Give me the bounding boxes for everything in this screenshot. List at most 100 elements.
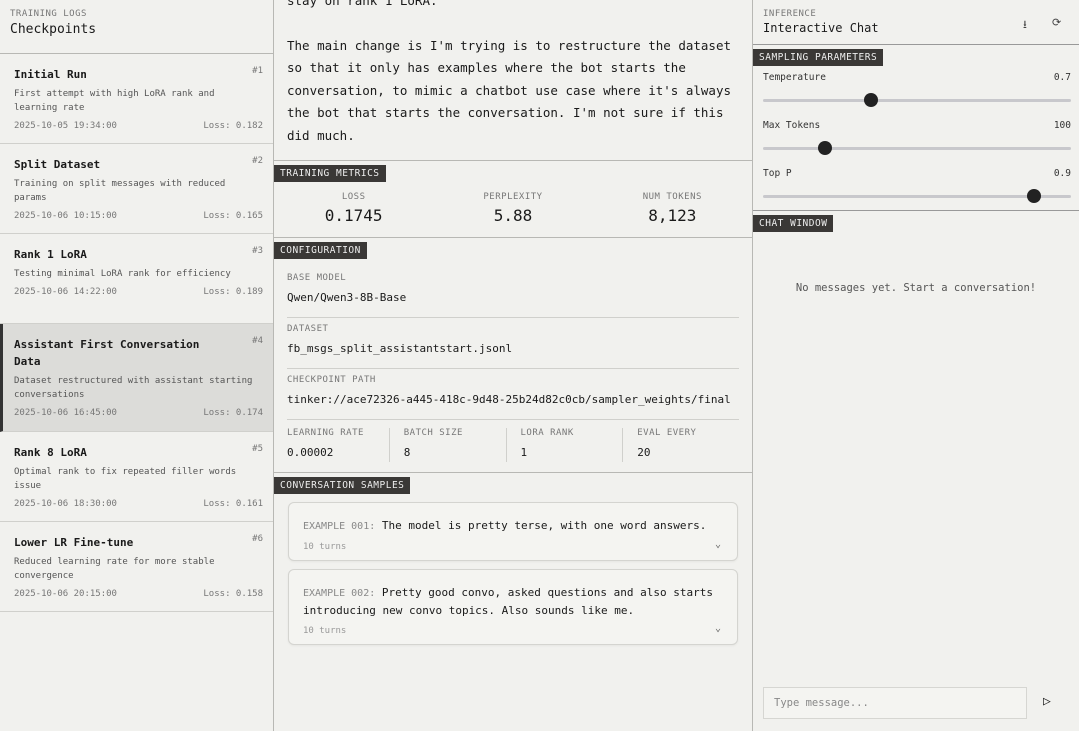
param-value: 8 [403, 446, 411, 459]
slider-label: Max Tokens [763, 120, 821, 131]
metric-label: LOSS [341, 192, 366, 202]
base-model-value: Qwen/Qwen3-8B-Base [287, 291, 407, 304]
param-value: 20 [637, 446, 651, 459]
checkpoint-number: #3 [252, 246, 263, 256]
send-icon[interactable]: ▷ [1043, 694, 1051, 709]
checkpoint-loss: Loss: 0.174 [203, 408, 263, 418]
checkpoint-number: #1 [252, 66, 263, 76]
notes-paragraph: The main change is I'm trying is to rest… [287, 37, 732, 143]
checkpoints-panel: TRAINING LOGS Checkpoints Initial Run #1… [0, 0, 274, 731]
param-eval-every: EVAL EVERY 20 [622, 428, 739, 462]
checkpoint-number: #2 [252, 156, 263, 166]
checkpoint-item[interactable]: Rank 1 LoRA #3 Testing minimal LoRA rank… [0, 234, 273, 324]
slider-value: 100 [1053, 120, 1071, 131]
section-eyebrow: TRAINING LOGS [10, 9, 87, 19]
field-label: DATASET [287, 324, 329, 334]
checkpoint-date: 2025-10-06 20:15:00 [14, 589, 117, 599]
checkpoint-name: Initial Run [14, 68, 87, 81]
notes-paragraph: stay on rank 1 LoRA. [287, 0, 438, 8]
section-tag: CHAT WINDOW [753, 215, 834, 232]
checkpoint-date: 2025-10-06 14:22:00 [14, 287, 117, 297]
checkpoint-date: 2025-10-05 19:34:00 [14, 121, 117, 131]
param-learning-rate: LEARNING RATE 0.00002 [287, 428, 389, 462]
checkpoint-description: Dataset restructured with assistant star… [14, 376, 253, 400]
checkpoint-loss: Loss: 0.158 [203, 589, 263, 599]
checkpoint-description: Testing minimal LoRA rank for efficiency [14, 269, 231, 279]
slider-track[interactable] [763, 93, 1071, 107]
checkpoint-description: First attempt with high LoRA rank and le… [14, 89, 215, 113]
slider-temperature[interactable]: Temperature 0.7 [753, 66, 1079, 107]
chat-window: CHAT WINDOW No messages yet. Start a con… [753, 210, 1079, 294]
conversation-samples: CONVERSATION SAMPLES EXAMPLE 001: The mo… [274, 472, 752, 645]
slider-track[interactable] [763, 141, 1071, 155]
checkpoint-item[interactable]: Rank 8 LoRA #5 Optimal rank to fix repea… [0, 432, 273, 522]
metric-label: PERPLEXITY [483, 192, 543, 202]
message-input[interactable]: Type message... [763, 687, 1027, 719]
param-value: 0.00002 [287, 446, 334, 459]
slider-handle[interactable] [1027, 189, 1042, 203]
checkpoint-path-value: tinker://ace72326-a445-418c-9d48-25b24d8… [287, 393, 731, 406]
param-label: EVAL EVERY [637, 428, 697, 438]
checkpoint-name: Split Dataset [14, 158, 101, 171]
dataset-value: fb_msgs_split_assistantstart.jsonl [287, 342, 513, 355]
checkpoint-date: 2025-10-06 10:15:00 [14, 211, 117, 221]
metric-value: 0.1745 [324, 206, 383, 225]
panel-title: Checkpoints [10, 22, 97, 37]
param-lora-rank: LORA RANK 1 [505, 428, 623, 462]
notes: stay on rank 1 LoRA. The main change is … [274, 0, 752, 150]
checkpoints-header: TRAINING LOGS Checkpoints [0, 0, 273, 54]
section-tag: SAMPLING PARAMETERS [753, 49, 884, 66]
slider-handle[interactable] [817, 141, 832, 155]
chevron-down-icon[interactable]: ⌄ [714, 539, 721, 550]
sample-label: EXAMPLE 001: [303, 521, 376, 532]
checkpoint-item[interactable]: Split Dataset #2 Training on split messa… [0, 144, 273, 234]
metric-perplexity: PERPLEXITY 5.88 [433, 192, 592, 225]
slider-label: Temperature [763, 72, 826, 83]
section-tag: TRAINING METRICS [274, 165, 386, 182]
param-batch-size: BATCH SIZE 8 [388, 428, 506, 462]
metric-num-tokens: NUM TOKENS 8,123 [593, 192, 752, 225]
checkpoint-date: 2025-10-06 16:45:00 [14, 408, 117, 418]
inference-header: INFERENCE Interactive Chat ⭳ ⟳ [753, 0, 1079, 44]
chevron-down-icon[interactable]: ⌄ [714, 623, 721, 634]
slider-value: 0.9 [1053, 168, 1071, 179]
section-tag: CONVERSATION SAMPLES [274, 477, 411, 494]
training-metrics: TRAINING METRICS LOSS 0.1745 PERPLEXITY 5.… [274, 160, 752, 237]
metric-value: 8,123 [648, 206, 697, 225]
metric-label: NUM TOKENS [642, 192, 702, 202]
checkpoint-loss: Loss: 0.165 [203, 211, 263, 221]
slider-max-tokens[interactable]: Max Tokens 100 [753, 114, 1079, 155]
download-icon[interactable]: ⭳ [1023, 18, 1027, 31]
param-value: 1 [520, 446, 528, 459]
slider-track[interactable] [763, 189, 1071, 203]
checkpoint-number: #5 [252, 444, 263, 454]
checkpoint-name: Rank 1 LoRA [14, 248, 87, 261]
sample-card[interactable]: EXAMPLE 001: The model is pretty terse, … [288, 502, 738, 561]
checkpoint-loss: Loss: 0.161 [203, 499, 263, 509]
checkpoint-item[interactable]: Assistant First Conversation Data #4 Dat… [0, 324, 273, 432]
checkpoint-name: Assistant First Conversation Data [14, 338, 200, 368]
checkpoint-item[interactable]: Initial Run #1 First attempt with high L… [0, 54, 273, 144]
sample-text: Pretty good convo, asked questions and a… [303, 586, 714, 617]
checkpoint-description: Reduced learning rate for more stable co… [14, 557, 215, 581]
field-label: CHECKPOINT PATH [287, 375, 376, 385]
configuration: CONFIGURATION BASE MODEL Qwen/Qwen3-8B-Ba… [274, 237, 752, 472]
sampling-parameters: SAMPLING PARAMETERS Temperature 0.7 Max T… [753, 44, 1079, 203]
section-eyebrow: INFERENCE [763, 9, 817, 19]
slider-top-p[interactable]: Top P 0.9 [753, 162, 1079, 203]
sample-card[interactable]: EXAMPLE 002: Pretty good convo, asked qu… [288, 569, 738, 645]
empty-chat-message: No messages yet. Start a conversation! [795, 282, 1037, 294]
checkpoint-name: Lower LR Fine-tune [14, 536, 134, 549]
checkpoint-date: 2025-10-06 18:30:00 [14, 499, 117, 509]
checkpoint-description: Optimal rank to fix repeated filler word… [14, 467, 237, 491]
panel-title: Interactive Chat [763, 21, 879, 35]
slider-label: Top P [763, 168, 792, 179]
refresh-icon[interactable]: ⟳ [1052, 16, 1062, 29]
checkpoint-item[interactable]: Lower LR Fine-tune #6 Reduced learning r… [0, 522, 273, 612]
sample-turns: 10 turns [303, 626, 347, 636]
param-label: LEARNING RATE [287, 428, 364, 438]
metric-value: 5.88 [493, 206, 533, 225]
slider-value: 0.7 [1053, 72, 1071, 83]
slider-handle[interactable] [863, 93, 878, 107]
param-label: BATCH SIZE [403, 428, 463, 438]
